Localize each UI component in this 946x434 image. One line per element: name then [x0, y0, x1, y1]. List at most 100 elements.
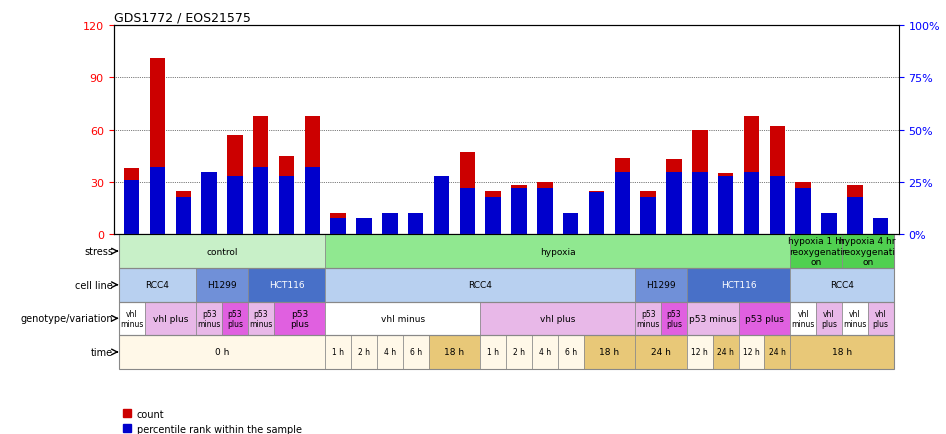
Text: H1299: H1299 — [646, 280, 675, 289]
Bar — [485, 197, 501, 235]
FancyBboxPatch shape — [687, 335, 712, 369]
Bar — [588, 193, 604, 235]
Bar — [640, 197, 656, 235]
Legend: count, percentile rank within the sample: count, percentile rank within the sample — [118, 405, 306, 434]
Bar — [666, 172, 682, 235]
Text: HCT116: HCT116 — [721, 280, 757, 289]
Text: 6 h: 6 h — [565, 348, 577, 357]
Bar — [640, 191, 656, 235]
Bar — [408, 214, 424, 235]
Bar — [718, 174, 733, 235]
Text: vhl
minus: vhl minus — [792, 309, 815, 328]
Bar — [796, 183, 811, 235]
Text: p53
minus: p53 minus — [198, 309, 220, 328]
FancyBboxPatch shape — [403, 335, 429, 369]
FancyBboxPatch shape — [790, 235, 842, 268]
Text: H1299: H1299 — [207, 280, 236, 289]
FancyBboxPatch shape — [325, 268, 636, 302]
FancyBboxPatch shape — [636, 335, 687, 369]
FancyBboxPatch shape — [429, 335, 481, 369]
Text: p53 minus: p53 minus — [689, 314, 737, 323]
Text: 18 h: 18 h — [445, 348, 464, 357]
Bar — [330, 214, 346, 235]
FancyBboxPatch shape — [816, 302, 842, 335]
Text: RCC4: RCC4 — [468, 280, 492, 289]
Text: p53
plus: p53 plus — [290, 309, 308, 328]
Bar — [744, 172, 760, 235]
Text: 12 h: 12 h — [692, 348, 709, 357]
FancyBboxPatch shape — [790, 335, 894, 369]
Text: p53 plus: p53 plus — [745, 314, 784, 323]
Text: p53
minus: p53 minus — [249, 309, 272, 328]
Bar — [460, 189, 475, 235]
FancyBboxPatch shape — [222, 302, 248, 335]
FancyBboxPatch shape — [739, 335, 764, 369]
Bar — [485, 191, 501, 235]
Text: vhl
plus: vhl plus — [821, 309, 837, 328]
Text: 18 h: 18 h — [832, 348, 852, 357]
Text: 0 h: 0 h — [215, 348, 229, 357]
Text: 24 h: 24 h — [651, 348, 671, 357]
Bar — [796, 189, 811, 235]
FancyBboxPatch shape — [248, 302, 273, 335]
Bar — [769, 176, 785, 235]
FancyBboxPatch shape — [248, 268, 325, 302]
Text: 4 h: 4 h — [539, 348, 551, 357]
Text: GDS1772 / EOS21575: GDS1772 / EOS21575 — [114, 12, 251, 25]
Text: vhl
plus: vhl plus — [872, 309, 888, 328]
Bar — [718, 176, 733, 235]
Text: control: control — [206, 247, 237, 256]
Text: hypoxia 4 hr
reoxygenati
on: hypoxia 4 hr reoxygenati on — [839, 237, 896, 266]
FancyBboxPatch shape — [687, 302, 739, 335]
Text: RCC4: RCC4 — [830, 280, 854, 289]
Text: vhl
minus: vhl minus — [843, 309, 867, 328]
FancyBboxPatch shape — [661, 302, 687, 335]
FancyBboxPatch shape — [118, 335, 325, 369]
FancyBboxPatch shape — [145, 302, 196, 335]
Bar — [201, 172, 217, 235]
Bar — [124, 169, 139, 235]
FancyBboxPatch shape — [118, 268, 196, 302]
FancyBboxPatch shape — [273, 302, 325, 335]
Text: 1 h: 1 h — [487, 348, 499, 357]
Text: 24 h: 24 h — [717, 348, 734, 357]
Text: p53
minus: p53 minus — [637, 309, 660, 328]
Bar — [382, 214, 397, 235]
FancyBboxPatch shape — [118, 235, 325, 268]
Text: vhl
minus: vhl minus — [120, 309, 143, 328]
FancyBboxPatch shape — [351, 335, 377, 369]
FancyBboxPatch shape — [712, 335, 739, 369]
Bar — [821, 214, 836, 235]
Bar — [692, 172, 708, 235]
Bar — [873, 230, 888, 235]
Text: hypoxia: hypoxia — [540, 247, 575, 256]
Bar — [563, 214, 578, 235]
Text: p53
plus: p53 plus — [227, 309, 243, 328]
FancyBboxPatch shape — [790, 302, 816, 335]
Bar — [149, 59, 166, 235]
Bar — [873, 218, 888, 235]
Text: 4 h: 4 h — [384, 348, 396, 357]
Bar — [330, 218, 346, 235]
FancyBboxPatch shape — [790, 268, 894, 302]
Bar — [692, 130, 708, 235]
FancyBboxPatch shape — [481, 302, 636, 335]
Bar — [563, 214, 578, 235]
Bar — [382, 231, 397, 235]
Text: time: time — [91, 347, 113, 357]
FancyBboxPatch shape — [687, 268, 790, 302]
FancyBboxPatch shape — [325, 235, 790, 268]
Text: genotype/variation: genotype/variation — [21, 314, 113, 324]
Text: vhl plus: vhl plus — [152, 314, 188, 323]
FancyBboxPatch shape — [196, 268, 248, 302]
Bar — [201, 191, 217, 235]
Text: 24 h: 24 h — [769, 348, 786, 357]
FancyBboxPatch shape — [325, 302, 481, 335]
Text: 1 h: 1 h — [332, 348, 344, 357]
Bar — [408, 214, 424, 235]
FancyBboxPatch shape — [506, 335, 532, 369]
FancyBboxPatch shape — [196, 302, 222, 335]
Bar — [176, 197, 191, 235]
Text: stress: stress — [84, 247, 113, 256]
Bar — [847, 186, 863, 235]
